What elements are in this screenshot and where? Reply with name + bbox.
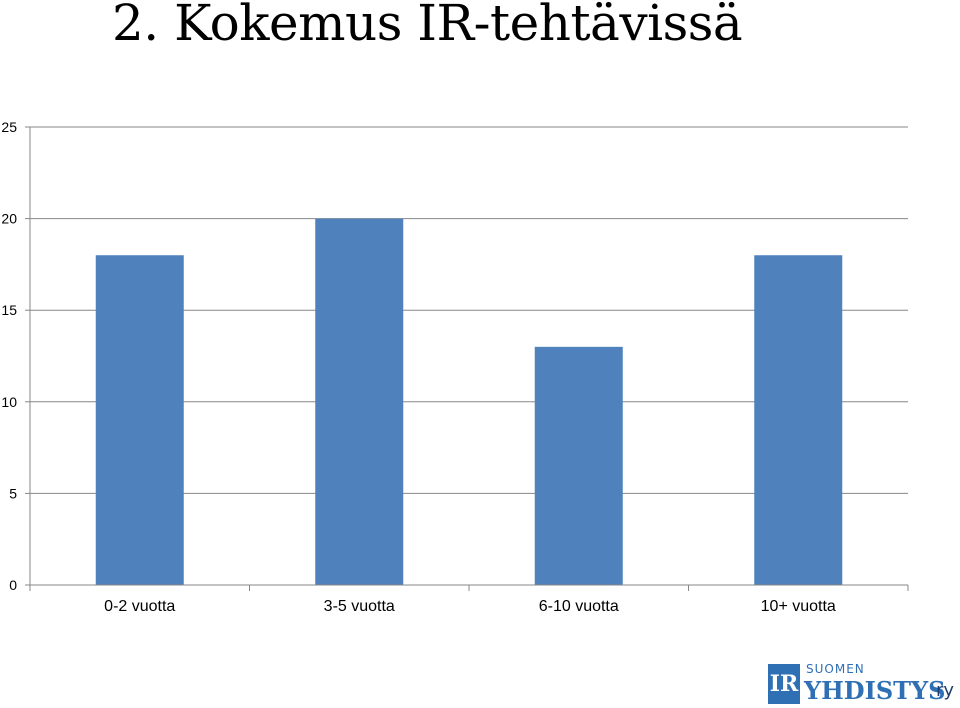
bar-3: [534, 346, 623, 585]
logo-top-text: SUOMEN: [806, 662, 865, 676]
bar-2: [315, 218, 404, 585]
page-title: 2. Kokemus IR-tehtävissä: [112, 0, 743, 52]
y-tick-label-10: 10: [1, 394, 17, 410]
logo-ir-mark: IR: [768, 664, 800, 704]
x-tick-label-4: 10+ vuotta: [761, 598, 836, 615]
y-tick-label-20: 20: [1, 211, 17, 227]
x-axis: [25, 126, 909, 591]
x-tick-label-3: 6-10 vuotta: [539, 598, 619, 615]
y-tick-label-0: 0: [9, 577, 17, 593]
y-axis-ticks: 0 5 10 15 20 25: [1, 119, 17, 593]
suomen-ir-yhdistys-logo: IR SUOMEN YHDISTYS ry: [768, 660, 960, 708]
bar-1: [95, 255, 184, 586]
x-tick-label-2: 3-5 vuotta: [324, 598, 395, 615]
y-tick-label-25: 25: [1, 119, 17, 135]
bar-chart: 0 5 10 15 20 25 0-2 vuotta 3-5 vuotta 6-10 vuot…: [1, 119, 909, 615]
y-tick-label-5: 5: [9, 485, 17, 501]
logo-suffix: ry: [936, 680, 955, 701]
x-tick-label-1: 0-2 vuotta: [104, 598, 175, 615]
bar-4: [754, 255, 843, 586]
y-tick-label-15: 15: [1, 302, 17, 318]
bars: [95, 218, 843, 586]
x-axis-labels: 0-2 vuotta 3-5 vuotta 6-10 vuotta 10+ vuott…: [104, 598, 836, 615]
logo-main-text: YHDISTYS: [804, 676, 946, 705]
